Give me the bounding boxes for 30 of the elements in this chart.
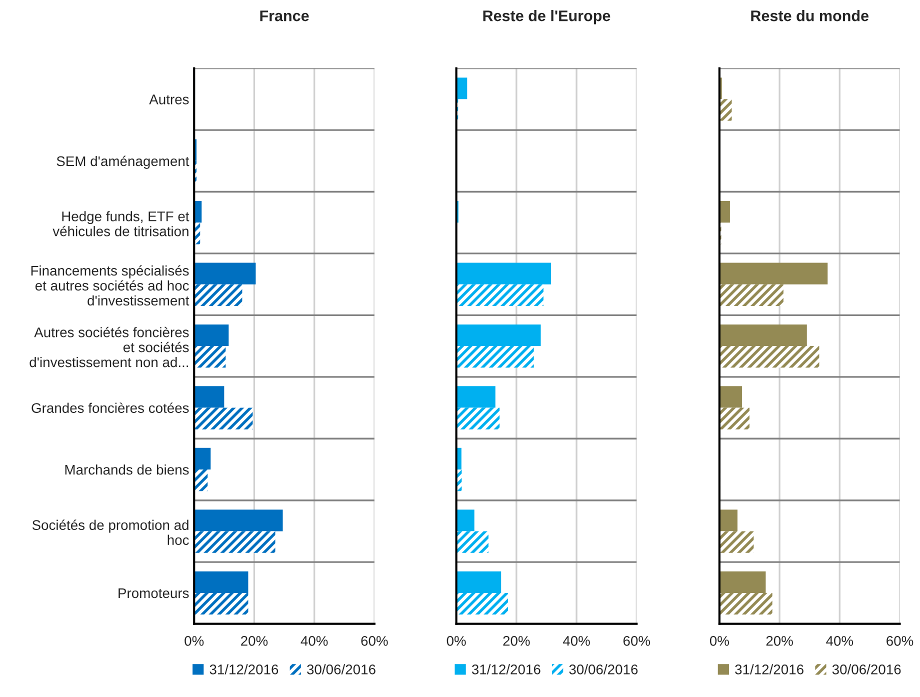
- y-tick-label: Autres sociétés foncières et sociétés d'investissement non ad...: [30, 326, 189, 368]
- chart-title: France: [260, 10, 309, 22]
- legend-label: 31/12/2016: [735, 664, 804, 674]
- x-tick-label: 0%: [184, 636, 204, 646]
- x-tick-label: 20%: [766, 636, 793, 646]
- y-tick-label: Hedge funds, ETF et véhicules de titrisation: [52, 211, 190, 236]
- y-tick-label: Grandes foncières cotées: [32, 402, 189, 413]
- legend-label: 31/12/2016: [472, 664, 540, 674]
- legend-label: 30/06/2016: [307, 664, 376, 674]
- x-tick-label: 60%: [886, 636, 914, 646]
- chart-title: Reste de l'Europe: [483, 10, 610, 24]
- y-tick-label: Autres: [149, 94, 189, 104]
- x-tick-label: 60%: [623, 636, 650, 646]
- y-tick-label: Marchands de biens: [65, 464, 189, 475]
- x-tick-label: 0%: [710, 636, 729, 646]
- x-tick-label: 40%: [300, 636, 328, 646]
- x-tick-label: 40%: [826, 636, 854, 646]
- y-tick-label: Financements spécialisés et autres sociétés ad hoc d'investissement: [31, 265, 190, 306]
- legend-label: 31/12/2016: [210, 664, 278, 674]
- legend-label: 30/06/2016: [832, 664, 901, 674]
- x-tick-label: 60%: [361, 636, 388, 646]
- y-tick-label: SEM d'aménagement: [56, 156, 190, 169]
- x-tick-label: 40%: [562, 636, 590, 646]
- legend-label: 30/06/2016: [569, 664, 638, 674]
- y-tick-label: Sociétés de promotion ad hoc: [32, 520, 189, 545]
- x-tick-label: 20%: [503, 636, 530, 646]
- x-tick-label: 0%: [446, 636, 466, 646]
- y-tick-label: Promoteurs: [118, 588, 189, 598]
- chart-title: Reste du monde: [751, 10, 869, 22]
- x-tick-label: 20%: [241, 636, 268, 646]
